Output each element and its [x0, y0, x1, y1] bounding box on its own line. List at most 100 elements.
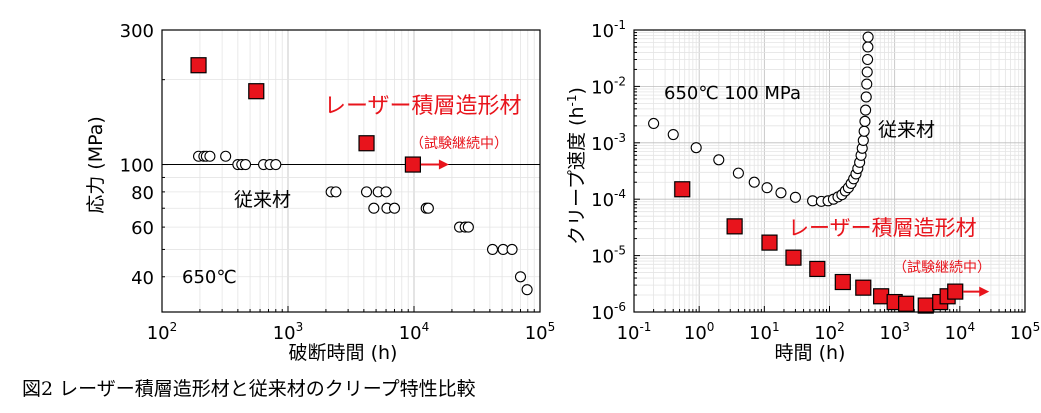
y-tick-label: 300: [120, 21, 154, 42]
series-label-conventional: 従来材: [234, 189, 291, 211]
y-tick-exponent: -4: [614, 187, 626, 201]
x-tick-base: 10: [879, 323, 902, 344]
laser-data-point: [785, 249, 802, 266]
y-axis-label-main: クリープ速度 (h: [566, 107, 588, 245]
plot-frame: [161, 29, 541, 313]
x-tick-exponent: 3: [902, 320, 910, 334]
conventional-data-point: [713, 154, 725, 166]
ongoing-test-label: （試験継続中）: [893, 259, 991, 276]
x-tick-exponent: 4: [967, 320, 975, 334]
x-tick-base: 10: [617, 323, 640, 344]
x-tick-label: 103: [879, 320, 910, 344]
y-tick-label: 10-4: [591, 187, 626, 211]
y-axis-label-exponent: -1: [565, 95, 579, 107]
conventional-data-point: [360, 186, 373, 198]
conventional-data-point: [388, 202, 401, 214]
x-tick-base: 10: [814, 323, 837, 344]
conventional-data-point: [859, 115, 871, 127]
x-tick-exponent: 1: [772, 320, 780, 334]
conventional-data-point: [862, 53, 874, 66]
y-tick-label: 10-1: [591, 18, 626, 42]
y-axis-label-close: ): [566, 87, 588, 94]
x-tick-base: 10: [1010, 323, 1033, 344]
x-tick-exponent: 2: [837, 320, 845, 334]
conventional-data-point: [860, 91, 872, 103]
y-tick-label: 10-2: [591, 74, 626, 98]
y-tick-exponent: -2: [614, 74, 626, 88]
plot-frame: [633, 29, 1026, 313]
conventional-data-point: [748, 176, 760, 188]
conventional-data-point: [380, 186, 392, 198]
x-tick-base: 10: [399, 323, 422, 344]
y-tick-label: 100: [120, 156, 154, 177]
y-tick-base: 10: [591, 134, 614, 155]
laser-data-point: [726, 218, 743, 235]
y-axis-label: クリープ速度 (h-1): [565, 87, 588, 245]
data-marks: [190, 57, 533, 296]
x-axis-label: 時間 (h): [775, 342, 846, 364]
x-tick-exponent: 4: [422, 320, 430, 334]
conventional-data-point: [861, 66, 873, 78]
conventional-data-point: [514, 271, 527, 283]
ongoing-arrow-head: [438, 159, 449, 170]
laser-data-point: [674, 181, 691, 198]
condition-label: 650℃: [182, 267, 237, 288]
x-tick-exponent: -1: [639, 320, 651, 334]
x-tick-label: 104: [945, 320, 976, 344]
conventional-data-point: [861, 78, 873, 90]
conventional-data-point: [506, 243, 518, 255]
x-axis-label: 破断時間 (h): [289, 342, 398, 364]
laser-data-point: [898, 295, 915, 312]
laser-data-point: [190, 57, 207, 74]
x-tick-label: 102: [147, 320, 178, 344]
x-tick-label: 10-1: [617, 320, 652, 344]
y-tick-exponent: -1: [614, 18, 626, 32]
y-tick-base: 10: [591, 77, 614, 98]
x-tick-label: 102: [814, 320, 845, 344]
y-tick-exponent: -3: [614, 131, 626, 145]
figure-caption: 図2 レーザー積層造形材と従来材のクリープ特性比較: [22, 378, 476, 400]
y-tick-exponent: -5: [614, 244, 626, 258]
conventional-data-point: [862, 41, 874, 53]
laser-data-point: [404, 156, 421, 173]
conventional-data-point: [330, 186, 342, 198]
conventional-data-point: [368, 202, 380, 214]
y-tick-base: 10: [591, 303, 614, 324]
conventional-data-point: [667, 129, 679, 141]
y-tick-exponent: -6: [614, 300, 626, 314]
x-tick-base: 10: [684, 323, 707, 344]
conventional-data-point: [462, 221, 474, 233]
data-marks: [648, 31, 990, 314]
conventional-data-point: [775, 187, 787, 199]
conventional-data-point: [732, 167, 744, 179]
laser-data-point: [761, 234, 778, 251]
series-label-conventional: 従来材: [878, 119, 935, 141]
x-tick-exponent: 5: [1033, 320, 1041, 334]
y-tick-base: 10: [591, 190, 614, 211]
conventional-data-point: [270, 158, 282, 171]
x-tick-label: 104: [399, 320, 430, 344]
conventional-data-point: [220, 150, 232, 162]
y-tick-base: 10: [591, 247, 614, 268]
y-tick-label: 10-3: [591, 131, 626, 155]
x-tick-base: 10: [147, 323, 170, 344]
ongoing-test-label: （試験継続中）: [410, 135, 508, 152]
x-tick-exponent: 2: [170, 320, 178, 334]
x-tick-exponent: 5: [548, 320, 556, 334]
y-tick-label: 10-5: [591, 244, 626, 268]
x-tick-label: 103: [273, 320, 304, 344]
x-tick-label: 100: [684, 320, 715, 344]
conventional-data-point: [486, 243, 499, 255]
y-tick-label: 80: [131, 183, 154, 204]
condition-label: 650℃ 100 MPa: [664, 83, 801, 104]
conventional-data-point: [857, 134, 869, 147]
x-tick-base: 10: [749, 323, 772, 344]
conventional-data-point: [690, 142, 702, 154]
creep-rate-chart: 10-1 100 101 102 103 104 10510-610-510-410-310…: [565, 18, 1040, 364]
laser-data-point: [873, 288, 890, 305]
x-tick-label: 101: [749, 320, 780, 344]
y-tick-label: 40: [131, 268, 154, 289]
conventional-data-point: [761, 182, 773, 194]
